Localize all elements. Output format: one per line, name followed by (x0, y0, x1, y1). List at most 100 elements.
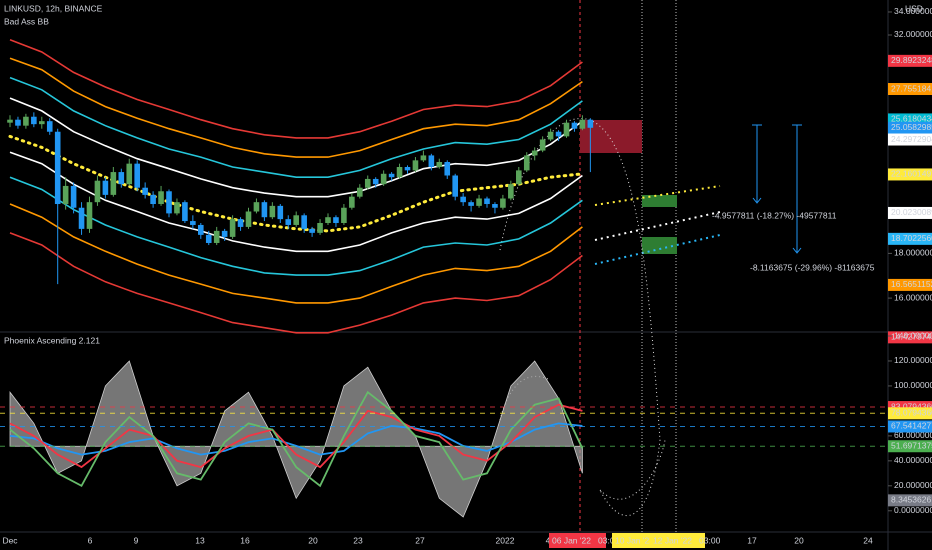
level-tag-label: 83.0794360 (891, 401, 932, 411)
level-tag (888, 420, 932, 433)
level-tag (888, 494, 932, 507)
price-tag (888, 232, 932, 245)
chart-title: LINKUSD, 12h, BINANCE (4, 3, 103, 13)
y-tick-label: 40.0000000 (894, 455, 932, 465)
candle-body (420, 155, 427, 161)
x-tick-label: 20 (308, 535, 318, 545)
candle-body (70, 185, 77, 208)
candle-body (7, 119, 13, 123)
band-line (9, 97, 583, 198)
x-tick-label: 23 (353, 535, 363, 545)
band-line (9, 151, 583, 253)
candle-body (388, 173, 395, 178)
x-tick-label: 17 (747, 535, 757, 545)
y-tick-label: 32.0000000 (894, 29, 932, 39)
y-tick-label: 100.0000000 (894, 380, 932, 390)
oscillator-line (9, 390, 584, 488)
candle-body (444, 161, 451, 176)
price-tag (888, 168, 932, 181)
level-tag-label: 8.3453626 (891, 495, 931, 505)
target-zone (642, 195, 677, 207)
candle-body (539, 139, 546, 151)
candle-body (205, 234, 212, 243)
time-highlight-label: 12 Jan '22 03:00 (653, 535, 721, 545)
oscillator-line (9, 422, 583, 456)
price-tag-label: 20.0230089 (891, 207, 932, 217)
time-highlight (612, 533, 650, 548)
candle-body (293, 215, 299, 225)
price-tag-label: 29.8923248 (891, 55, 932, 65)
y-tick-label: 20.0000000 (894, 480, 932, 490)
x-tick-label: 27 (415, 535, 425, 545)
candle-body (523, 155, 530, 171)
band-line (9, 76, 583, 178)
price-tag-label: 25.6180434 (891, 114, 932, 124)
x-tick-label: 6 (88, 535, 93, 545)
price-tag-label: 27.7551841 (891, 83, 932, 93)
x-tick-label: 16 (240, 535, 250, 545)
candle-body (587, 119, 594, 128)
candle-body (261, 202, 268, 218)
candle-body (468, 202, 474, 206)
candle-body (150, 194, 156, 205)
candle-body (39, 121, 45, 125)
band-line (9, 176, 583, 276)
cycle-arc (599, 439, 666, 500)
x-tick-label: 2022 (496, 535, 515, 545)
x-tick-label: Dec (2, 535, 18, 545)
candle-body (452, 175, 458, 197)
band-line (9, 39, 583, 139)
candle-body (134, 163, 140, 188)
candle-body (158, 191, 164, 205)
candle-body (166, 191, 172, 214)
candle-body (333, 217, 339, 224)
candle-body (412, 160, 419, 171)
price-tag (888, 121, 932, 134)
candle-body (118, 172, 125, 185)
time-highlight-label: 06 Jan '22 03:00 (552, 535, 620, 545)
candle-body (142, 187, 148, 195)
measure-arrow (792, 247, 802, 254)
candle-body (325, 217, 331, 224)
candle-body (229, 219, 236, 237)
oscillator-area (9, 360, 583, 518)
x-tick-label: 4 (546, 535, 551, 545)
candle-body (372, 178, 379, 185)
candle-body (110, 172, 117, 195)
candle-body (508, 184, 514, 199)
candle-body (23, 116, 29, 126)
candle-body (364, 178, 371, 188)
price-tag (888, 133, 932, 146)
y-tick-label: 0.0000000 (894, 505, 932, 515)
price-tag (888, 278, 932, 291)
price-tag-label: 14.4279745 (891, 332, 932, 342)
candle-body (221, 230, 228, 237)
y-tick-label: 16.0000000 (894, 292, 932, 302)
price-tag (888, 54, 932, 67)
price-tag (888, 206, 932, 219)
candle-body (54, 131, 61, 205)
candle-body (78, 207, 85, 229)
candle-body (579, 119, 586, 129)
candle-body (301, 215, 307, 229)
candle-body (253, 202, 260, 212)
candle-body (531, 150, 538, 156)
y-tick-label: 34.0000000 (894, 6, 932, 16)
cycle-arc (499, 118, 661, 517)
candle-body (547, 131, 554, 140)
candle-body (500, 198, 506, 208)
measure-arrow (752, 197, 762, 204)
y-tick-label: 120.0000000 (894, 355, 932, 365)
candle-body (31, 116, 37, 125)
band-line (9, 57, 583, 158)
level-tag (888, 440, 932, 453)
measure-label: -8.1163675 (-29.96%) -81163675 (750, 262, 875, 272)
candle-body (428, 155, 435, 168)
y-tick-label: 60.0000000 (894, 430, 932, 440)
candle-body (571, 122, 578, 129)
band-line (8, 134, 584, 233)
level-tag-label: 78.0794360 (891, 408, 932, 418)
time-highlight (650, 533, 705, 548)
band-line (9, 203, 583, 304)
